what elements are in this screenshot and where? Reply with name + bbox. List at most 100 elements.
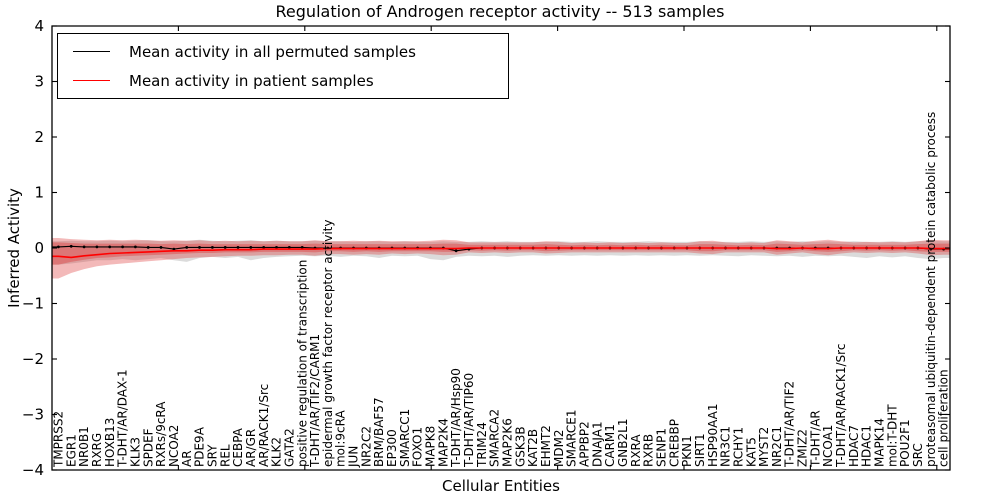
- data-point-marker: [95, 245, 99, 249]
- x-tick-label: T-DHT/AR: [808, 410, 822, 468]
- y-tick-label: 4: [34, 17, 44, 35]
- y-tick-label: 3: [34, 72, 44, 90]
- data-point-marker: [275, 246, 278, 249]
- x-tick-label: SPDEF: [141, 428, 155, 467]
- data-point-marker: [82, 245, 86, 249]
- x-tick-label: MDM2: [552, 429, 566, 467]
- x-axis-label: Cellular Entities: [442, 477, 560, 495]
- x-tick-label: FOXO1: [411, 427, 425, 467]
- data-point-marker: [223, 246, 227, 249]
- y-tick-label: −1: [22, 294, 44, 312]
- x-tick-label: BRM/BAF57: [372, 397, 386, 467]
- x-tick-label: T-DHT/AR/TIP60: [462, 373, 476, 468]
- x-tick-label: GATA2: [282, 428, 296, 467]
- x-tick-label: RCHY1: [731, 427, 745, 467]
- x-tick-label: RXRA: [629, 434, 643, 467]
- chart-title: Regulation of Androgen receptor activity…: [275, 2, 725, 21]
- x-tick-label: SENP1: [654, 428, 668, 467]
- x-tick-label: EGR1: [64, 434, 78, 467]
- x-tick-label: mol:T-DHT: [885, 404, 899, 467]
- x-tick-label: CARM1: [603, 424, 617, 467]
- x-tick-label: GSK3B: [513, 426, 527, 467]
- legend: Mean activity in all permuted samples Me…: [57, 33, 509, 99]
- x-tick-label: MAP2K4: [436, 418, 450, 467]
- x-tick-label: SIRT1: [693, 433, 707, 467]
- legend-item-patient: Mean activity in patient samples: [58, 70, 508, 92]
- x-tick-label: KAT5: [744, 437, 758, 467]
- x-tick-label: TRIM24: [475, 422, 489, 468]
- x-tick-label: positive regulation of transcription: [295, 260, 309, 467]
- data-point-marker: [249, 246, 253, 249]
- x-tick-label: PDE9A: [193, 426, 207, 467]
- x-tick-label: proteasomal ubiquitin-dependent protein …: [924, 112, 938, 467]
- x-tick-label: MAPK14: [872, 418, 886, 467]
- y-tick-label: 2: [34, 128, 44, 146]
- y-tick-label: −3: [22, 405, 44, 423]
- x-tick-label: REL: [218, 444, 232, 467]
- x-tick-label: EP300: [385, 429, 399, 467]
- x-tick-label: RXRs/9cRA: [154, 401, 168, 467]
- y-tick-label: 0: [34, 239, 44, 257]
- x-tick-label: HDAC1: [860, 425, 874, 467]
- x-tick-label: KAT2B: [526, 429, 540, 467]
- data-point-marker: [57, 245, 60, 249]
- x-tick-label: AR/RACK1/Src: [257, 384, 271, 467]
- data-point-marker: [185, 246, 189, 249]
- x-tick-label: NCOA1: [821, 425, 835, 467]
- data-point-marker: [69, 244, 73, 248]
- y-tick-label: −4: [22, 461, 44, 479]
- patient-mean-line: [52, 247, 950, 259]
- x-tick-label: HDAC7: [847, 425, 861, 467]
- data-point-marker: [236, 246, 240, 249]
- x-tick-label: T-DHT/AR/TIF2: [783, 381, 797, 468]
- x-tick-label: SMARCA2: [488, 409, 502, 467]
- x-tick-label: HSP90AA1: [706, 403, 720, 467]
- permuted-range-band: [52, 239, 950, 265]
- x-tick-label: NCOA2: [167, 425, 181, 467]
- data-point-marker: [159, 246, 163, 249]
- x-tick-label: T-DHT/AR/TIF2/CARM1: [308, 334, 322, 468]
- x-tick-label: AR: [180, 450, 194, 467]
- x-tick-label: epidermal growth factor receptor activit…: [321, 220, 335, 467]
- x-tick-label: MAPK8: [423, 426, 437, 467]
- x-tick-label: CREBBP: [667, 419, 681, 467]
- data-point-marker: [262, 246, 266, 249]
- x-tick-label: RXRB: [642, 434, 656, 467]
- x-tick-label: EHMT2: [539, 425, 553, 467]
- data-point-marker: [211, 246, 214, 249]
- data-point-marker: [287, 246, 291, 249]
- x-tick-label: SMARCC1: [398, 409, 412, 467]
- x-tick-label: ZMIZ2: [796, 429, 810, 467]
- x-tick-label: GNB2L1: [616, 419, 630, 467]
- x-tick-label: PKN1: [680, 435, 694, 467]
- x-tick-label: RXRG: [90, 433, 104, 467]
- x-tick-label: NR2C1: [770, 426, 784, 467]
- legend-item-label: Mean activity in all permuted samples: [129, 42, 416, 61]
- x-tick-label: TMPRSS2: [51, 411, 65, 468]
- x-tick-label: SRC: [911, 443, 925, 467]
- x-tick-label: DNAJA1: [590, 421, 604, 467]
- x-tick-label: NR0B1: [77, 426, 91, 467]
- legend-item-label: Mean activity in patient samples: [129, 71, 374, 90]
- data-point-marker: [172, 247, 176, 251]
- data-point-marker: [121, 245, 124, 249]
- x-tick-label: NR2C2: [359, 426, 373, 467]
- data-point-marker: [198, 246, 201, 249]
- x-tick-label: POU2F1: [898, 419, 912, 467]
- x-tick-label: HOXB13: [103, 418, 117, 467]
- data-point-marker: [134, 245, 137, 249]
- x-tick-label: T-DHT/AR/DAX-1: [116, 369, 130, 468]
- data-point-marker: [108, 245, 112, 249]
- patient-line-swatch: [73, 80, 110, 81]
- x-tick-label: mol:9cRA: [334, 410, 348, 467]
- x-tick-label: cell proliferation: [937, 369, 951, 467]
- x-tick-label: SMARCE1: [565, 409, 579, 467]
- data-point-marker: [300, 246, 304, 249]
- x-tick-label: T-DHT/AR/RACK1/Src: [834, 344, 848, 468]
- y-tick-label: 1: [34, 183, 44, 201]
- x-tick-label: T-DHT/AR/Hsp90: [449, 368, 463, 468]
- data-point-marker: [454, 249, 458, 253]
- x-tick-label: MYST2: [757, 427, 771, 467]
- x-tick-label: APPBP2: [577, 421, 591, 467]
